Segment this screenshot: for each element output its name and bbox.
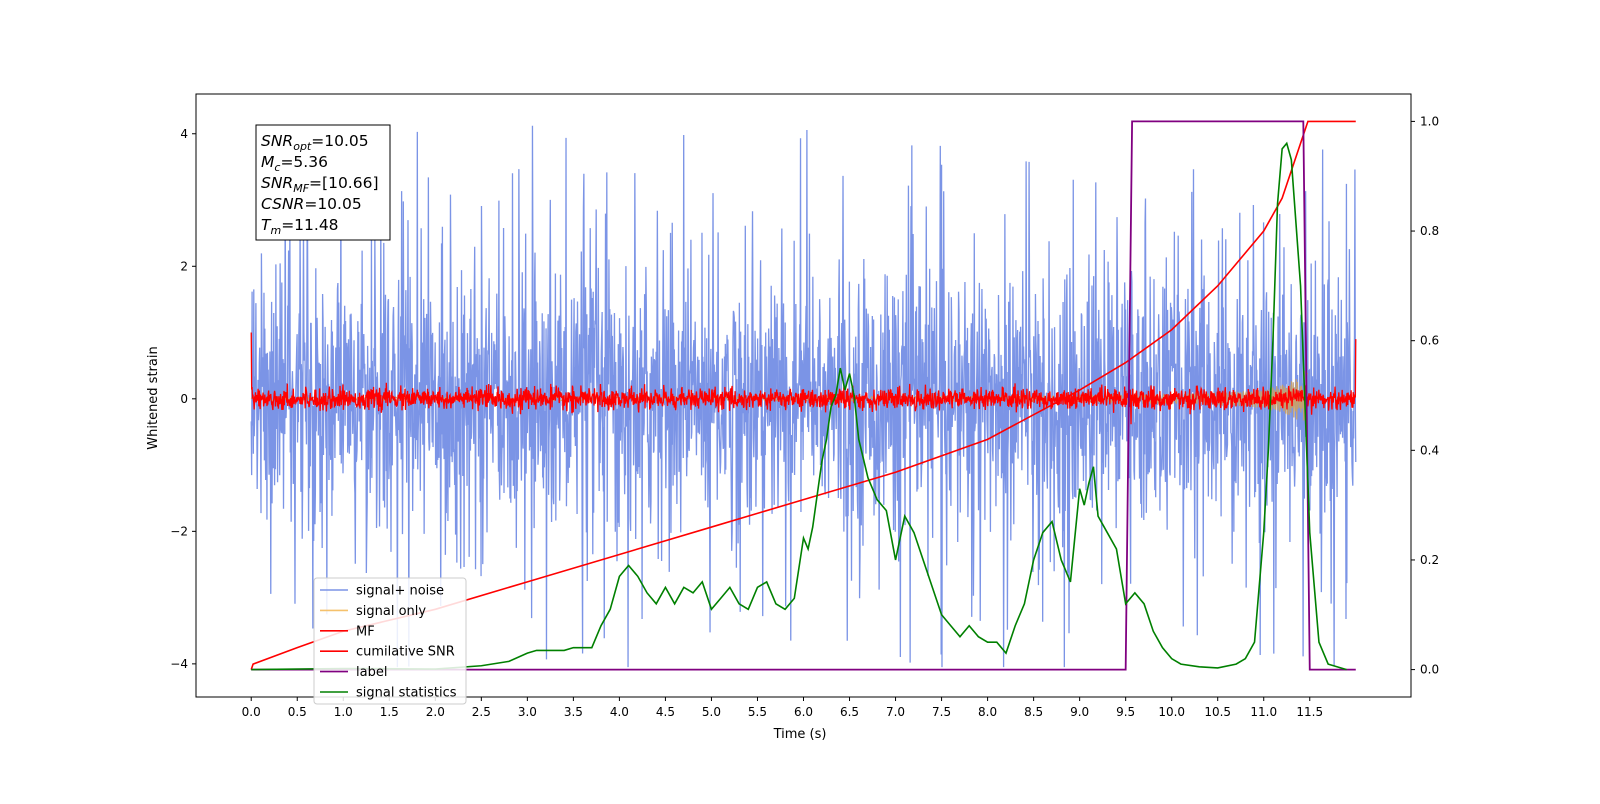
- y-tick-label: 4: [180, 127, 188, 141]
- x-tick-label: 10.5: [1204, 705, 1231, 719]
- y2-tick-label: 0.2: [1420, 553, 1439, 567]
- y-tick-label: 2: [180, 259, 188, 273]
- x-tick-label: 4.5: [656, 705, 675, 719]
- x-tick-label: 2.0: [426, 705, 445, 719]
- legend-label: cumilative SNR: [356, 645, 455, 660]
- x-tick-label: 7.0: [886, 705, 905, 719]
- annotation-line: Tm=11.48: [261, 216, 339, 237]
- legend-label: signal only: [356, 604, 426, 619]
- x-tick-label: 4.0: [610, 705, 629, 719]
- x-tick-label: 11.0: [1250, 705, 1277, 719]
- x-tick-label: 0.0: [242, 705, 261, 719]
- x-tick-label: 5.5: [748, 705, 767, 719]
- x-tick-label: 6.0: [794, 705, 813, 719]
- x-tick-label: 11.5: [1296, 705, 1323, 719]
- annotation-line: SNRMF=[10.66]: [261, 174, 379, 195]
- y2-tick-label: 0.8: [1420, 224, 1439, 238]
- series-signal-statistics-line: [251, 141, 1347, 671]
- series-signal-noise-line: [250, 125, 1357, 668]
- y-tick-label: −4: [170, 657, 188, 671]
- y-axis-label: Whitened strain: [146, 346, 161, 449]
- y2-tick-label: 0.4: [1420, 443, 1439, 457]
- x-tick-label: 8.0: [978, 705, 997, 719]
- legend-label: label: [356, 665, 387, 680]
- x-tick-label: 3.0: [518, 705, 537, 719]
- annotation-line: SNRopt=10.05: [261, 132, 369, 153]
- x-tick-label: 5.0: [702, 705, 721, 719]
- x-tick-label: 0.5: [288, 705, 307, 719]
- annotation-frame: [255, 124, 391, 241]
- x-tick-label: 6.5: [840, 705, 859, 719]
- y2-tick-label: 0.6: [1420, 334, 1439, 348]
- axes: 0.0 0.5 1.0 1.5 2.0 2.5 3.0 3.5 4.0 4.5 5.0 5.5 6.0 6…: [170, 93, 1439, 719]
- x-axis-label: Time (s): [773, 727, 827, 742]
- series-mf-line: [250, 332, 1357, 425]
- y-tick-label: −2: [170, 524, 188, 538]
- x-tick-label: 7.5: [932, 705, 951, 719]
- x-tick-label: 1.5: [380, 705, 399, 719]
- x-tick-label: 8.5: [1024, 705, 1043, 719]
- annotation-box: SNRopt=10.05Mc=5.36SNRMF=[10.66]CSNR=10.…: [255, 124, 391, 241]
- x-tick-label: 9.0: [1070, 705, 1089, 719]
- legend-label: signal+ noise: [356, 584, 444, 599]
- legend: signal+ noise signal only MF cumilative SNR…: [313, 577, 467, 705]
- y2-tick-label: 1.0: [1420, 114, 1439, 128]
- annotation-line: CSNR=10.05: [261, 195, 362, 213]
- annotation-line: Mc=5.36: [261, 153, 328, 174]
- y2-tick-label: 0.0: [1420, 663, 1439, 677]
- x-tick-label: 3.5: [564, 705, 583, 719]
- series-label-line: [251, 120, 1356, 671]
- x-tick-label: 10.0: [1158, 705, 1185, 719]
- legend-frame: [313, 577, 467, 705]
- y-tick-label: 0: [180, 392, 188, 406]
- x-tick-label: 1.0: [334, 705, 353, 719]
- legend-label: MF: [356, 624, 375, 639]
- x-tick-label: 2.5: [472, 705, 491, 719]
- legend-label: signal statistics: [356, 686, 457, 701]
- x-tick-label: 9.5: [1116, 705, 1135, 719]
